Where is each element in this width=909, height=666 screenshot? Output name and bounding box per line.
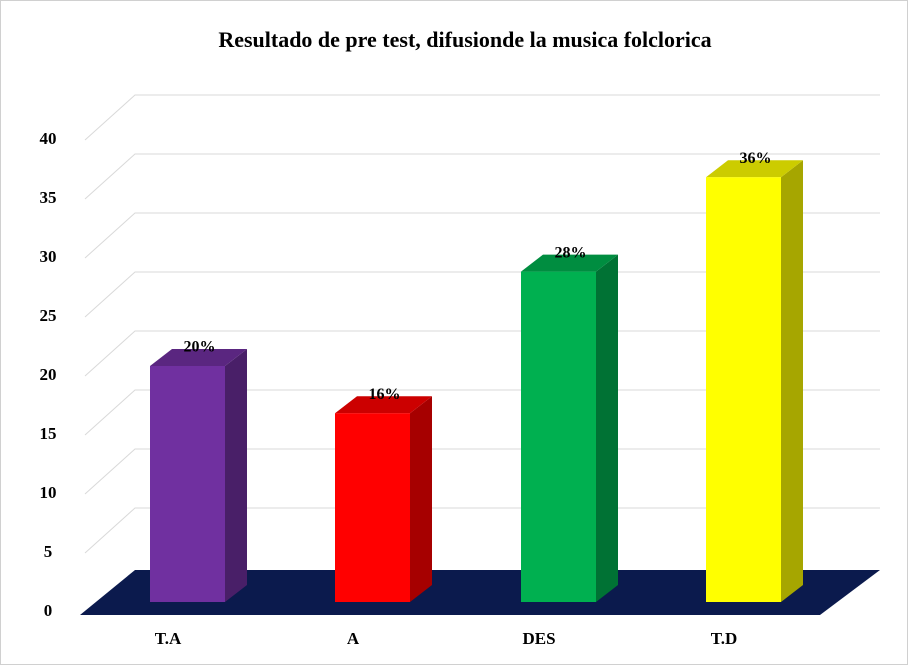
y-tick-label: 10	[40, 483, 57, 502]
y-tick-label: 25	[40, 306, 57, 325]
value-label: 16%	[369, 386, 401, 403]
y-tick-label: 40	[40, 129, 57, 148]
bar-top	[706, 160, 803, 178]
y-tick-label: 15	[40, 424, 57, 443]
bar	[335, 413, 410, 602]
bar	[706, 177, 781, 602]
bar-side	[410, 396, 432, 602]
grid-line	[84, 212, 880, 259]
bar-side	[596, 254, 618, 602]
grid-line	[84, 94, 880, 141]
value-label: 28%	[555, 244, 587, 261]
x-tick-label: A	[347, 629, 360, 648]
value-label: 36%	[740, 150, 772, 167]
bar	[150, 366, 225, 602]
bar-top	[335, 396, 432, 414]
bar	[521, 271, 596, 602]
grid-line	[84, 271, 880, 318]
y-tick-label: 35	[40, 188, 57, 207]
grid-line	[84, 448, 880, 495]
bar-top	[150, 349, 247, 366]
chart-title: Resultado de pre test, difusionde la mus…	[218, 27, 711, 52]
bar-top	[521, 254, 618, 272]
grid-line	[84, 507, 880, 554]
grid-line	[84, 153, 880, 200]
value-label: 20%	[184, 339, 216, 356]
floor	[80, 570, 880, 615]
x-tick-label: DES	[522, 629, 555, 648]
y-tick-label: 5	[44, 542, 53, 561]
x-tick-label: T.A	[155, 629, 182, 648]
grid-line	[84, 330, 880, 377]
y-tick-label: 30	[40, 247, 57, 266]
x-tick-label: T.D	[711, 629, 738, 648]
y-tick-label: 0	[44, 601, 53, 620]
grid-line	[84, 389, 880, 436]
y-tick-label: 20	[40, 365, 57, 384]
bar-side	[225, 349, 247, 602]
bar-side	[781, 160, 803, 602]
